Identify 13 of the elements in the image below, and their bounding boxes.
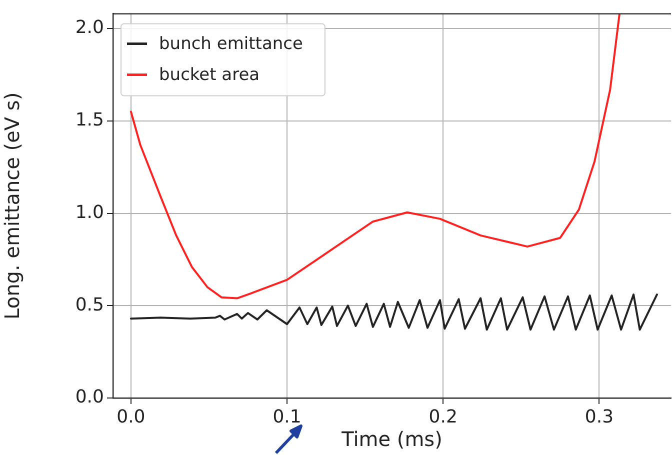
y-tick-label: 1.5 bbox=[75, 110, 104, 131]
x-tick-label: 0.0 bbox=[116, 406, 146, 428]
x-tick-label: 0.2 bbox=[428, 406, 458, 428]
x-tick-label: 0.1 bbox=[272, 406, 302, 428]
y-tick-label: 0.0 bbox=[75, 386, 104, 408]
legend-label: bucket area bbox=[159, 65, 260, 86]
y-axis-title: Long. emittance (eV s) bbox=[0, 92, 24, 320]
y-tick-label: 0.5 bbox=[75, 294, 104, 316]
x-axis-title: Time (ms) bbox=[340, 427, 442, 452]
legend-label: bunch emittance bbox=[159, 34, 303, 54]
x-tick-label: 0.3 bbox=[584, 406, 614, 428]
y-tick-label: 1.0 bbox=[75, 202, 104, 223]
y-tick-label: 2.0 bbox=[75, 17, 104, 38]
